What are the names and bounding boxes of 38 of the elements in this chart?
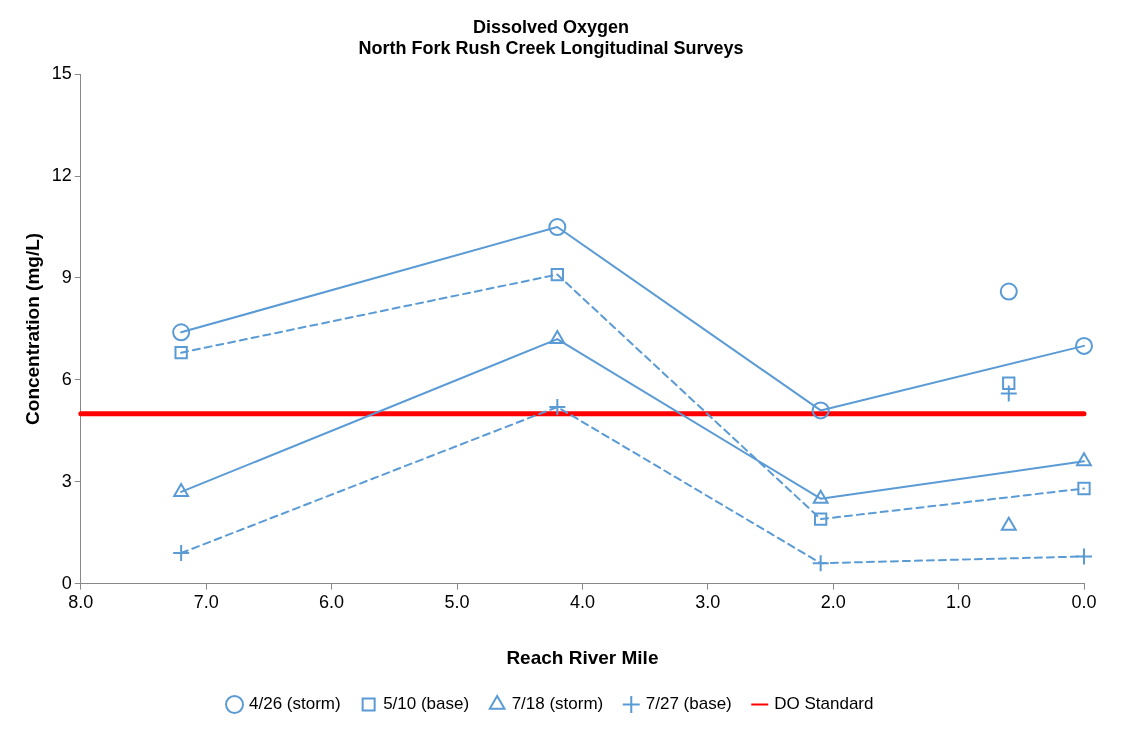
x-tick-label: 5.0 (444, 592, 470, 613)
point (550, 267, 564, 282)
y-tick-label: 15 (51, 63, 72, 84)
point (549, 330, 566, 345)
point (811, 554, 830, 573)
x-tick-label: 3.0 (695, 592, 721, 613)
point (172, 323, 191, 342)
y-tick-label: 12 (51, 165, 72, 186)
legend-label: 5/10 (base) (383, 694, 470, 714)
x-tick-label: 4.0 (569, 592, 595, 613)
y-tick-label: 3 (61, 470, 72, 491)
point (999, 384, 1018, 403)
point (811, 401, 830, 420)
legend-label: 7/27 (base) (645, 694, 732, 714)
y-tick-label: 6 (61, 368, 72, 389)
point (174, 346, 188, 360)
x-tick-label: 6.0 (319, 592, 345, 613)
point (1075, 336, 1093, 355)
point (999, 282, 1018, 301)
x-axis-title: Reach River Mile (506, 646, 659, 668)
point (1002, 376, 1016, 390)
chart-title: Dissolved Oxygen (472, 16, 630, 37)
x-tick-label: 1.0 (946, 592, 972, 613)
x-tick-label: 8.0 (68, 592, 94, 613)
y-tick-label: 9 (61, 266, 72, 287)
legend-label: DO Standard (774, 694, 874, 714)
point (814, 512, 828, 526)
point (1077, 481, 1091, 496)
x-tick-label: 2.0 (820, 592, 846, 613)
legend-label: 4/26 (storm) (249, 694, 341, 714)
y-axis-title: Concentration (mg/L) (21, 232, 43, 425)
legend-label: 7/18 (storm) (511, 694, 604, 714)
point (548, 218, 567, 237)
chart-subtitle: North Fork Rush Creek Longitudinal Surveys (358, 38, 744, 59)
point (1076, 452, 1092, 467)
x-tick-label: 7.0 (193, 592, 219, 613)
x-tick-label: 0.0 (1071, 592, 1097, 613)
y-tick-label: 0 (61, 572, 72, 593)
